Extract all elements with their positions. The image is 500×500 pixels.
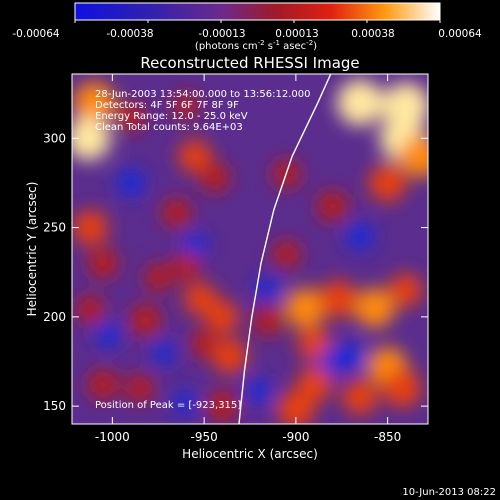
colorbar-tick-label: -0.00038 <box>106 28 153 40</box>
heatmap-blob <box>75 295 105 325</box>
detectors-annotation: Detectors: 4F 5F 6F 7F 8F 9F <box>95 100 239 111</box>
heatmap-blob <box>252 304 284 336</box>
heatmap-blob <box>87 247 119 279</box>
x-tick-label: -850 <box>374 430 401 444</box>
heatmap-blob <box>205 300 240 334</box>
heatmap-blob <box>171 252 201 282</box>
heatmap-blob <box>72 116 111 161</box>
heatmap-blob <box>296 367 332 403</box>
y-axis-label: Heliocentric Y (arcsec) <box>25 182 39 317</box>
heatmap-blob <box>317 190 349 222</box>
heatmap-blob <box>342 379 378 415</box>
plot-axes: -1000 -950 -900 -850 150 200 250 300 <box>43 74 428 444</box>
heatmap-blob <box>151 339 177 366</box>
heatmap-blob <box>272 239 302 269</box>
heatmap-blob <box>383 369 422 408</box>
x-tick-label: -1000 <box>95 430 130 444</box>
heatmap-blob <box>172 92 200 120</box>
heatmap-blob <box>255 276 282 304</box>
colorbar-tick-label: -0.00064 <box>12 28 60 40</box>
heatmap-blob <box>144 263 173 292</box>
colorbar-tick-label: 0.00013 <box>275 28 318 40</box>
heatmap-blob <box>285 288 325 328</box>
heatmap-blob <box>206 390 239 423</box>
heatmap-blobs <box>72 79 428 424</box>
chart-title: Reconstructed RHESSI Image <box>140 54 359 72</box>
heatmap-blob <box>245 378 273 406</box>
heatmap-blob <box>336 341 366 371</box>
heatmap-blob <box>319 280 357 318</box>
heatmap-blob <box>212 338 248 374</box>
heatmap-blob <box>116 102 146 132</box>
heatmap-blob <box>125 373 155 403</box>
heatmap-blob <box>129 304 162 337</box>
generation-date: 10-Jun-2013 08:22 <box>402 487 496 498</box>
heatmap-blob <box>345 222 375 251</box>
heatmap-blob <box>354 288 395 328</box>
heatmap-blob <box>190 329 219 358</box>
solar-limb-curve <box>238 74 332 424</box>
heatmap-blob <box>389 273 423 307</box>
heatmap-blob <box>200 162 230 193</box>
colorbar-units: (photons cm-2 s-1 asec-2) <box>195 39 317 52</box>
heatmap-blob <box>178 139 212 173</box>
time-range-annotation: 28-Jun-2003 13:54:00.000 to 13:56:12.000 <box>95 89 311 100</box>
x-axis-label: Heliocentric X (arcsec) <box>182 447 318 461</box>
y-tick-label: 150 <box>43 399 66 413</box>
clean-counts-annotation: Clean Total counts: 9.64E+03 <box>95 122 243 133</box>
colorbar-tick-label: 0.00038 <box>351 28 394 40</box>
colorbar <box>74 2 441 21</box>
heatmap-blob <box>181 232 209 259</box>
heatmap-blob <box>161 198 192 229</box>
heatmap-blob <box>95 321 122 348</box>
colorbar-ticks <box>74 20 441 23</box>
colorbar-tick-label: 0.00064 <box>438 28 482 40</box>
y-tick-label: 250 <box>43 221 66 235</box>
y-tick-label: 200 <box>43 310 66 324</box>
heatmap-blob <box>399 135 428 178</box>
heatmap-blob <box>368 164 407 202</box>
plot-frame <box>71 73 429 425</box>
x-tick-label: -950 <box>191 430 218 444</box>
heatmap-blob <box>72 209 109 246</box>
colorbar-tick-label: -0.00013 <box>198 28 245 40</box>
energy-annotation: Energy Range: 12.0 - 25.0 keV <box>95 111 248 122</box>
heatmap-blob <box>116 168 146 198</box>
x-tick-label: -900 <box>282 430 309 444</box>
heatmap-blob <box>173 389 199 416</box>
heatmap-blob <box>87 369 119 401</box>
y-tick-label: 300 <box>43 131 66 145</box>
heatmap-blob <box>73 81 115 124</box>
heatmap-blob <box>183 282 218 316</box>
peak-position-annotation: Position of Peak = [-923,315] <box>95 400 241 411</box>
heatmap-blob <box>336 79 384 126</box>
